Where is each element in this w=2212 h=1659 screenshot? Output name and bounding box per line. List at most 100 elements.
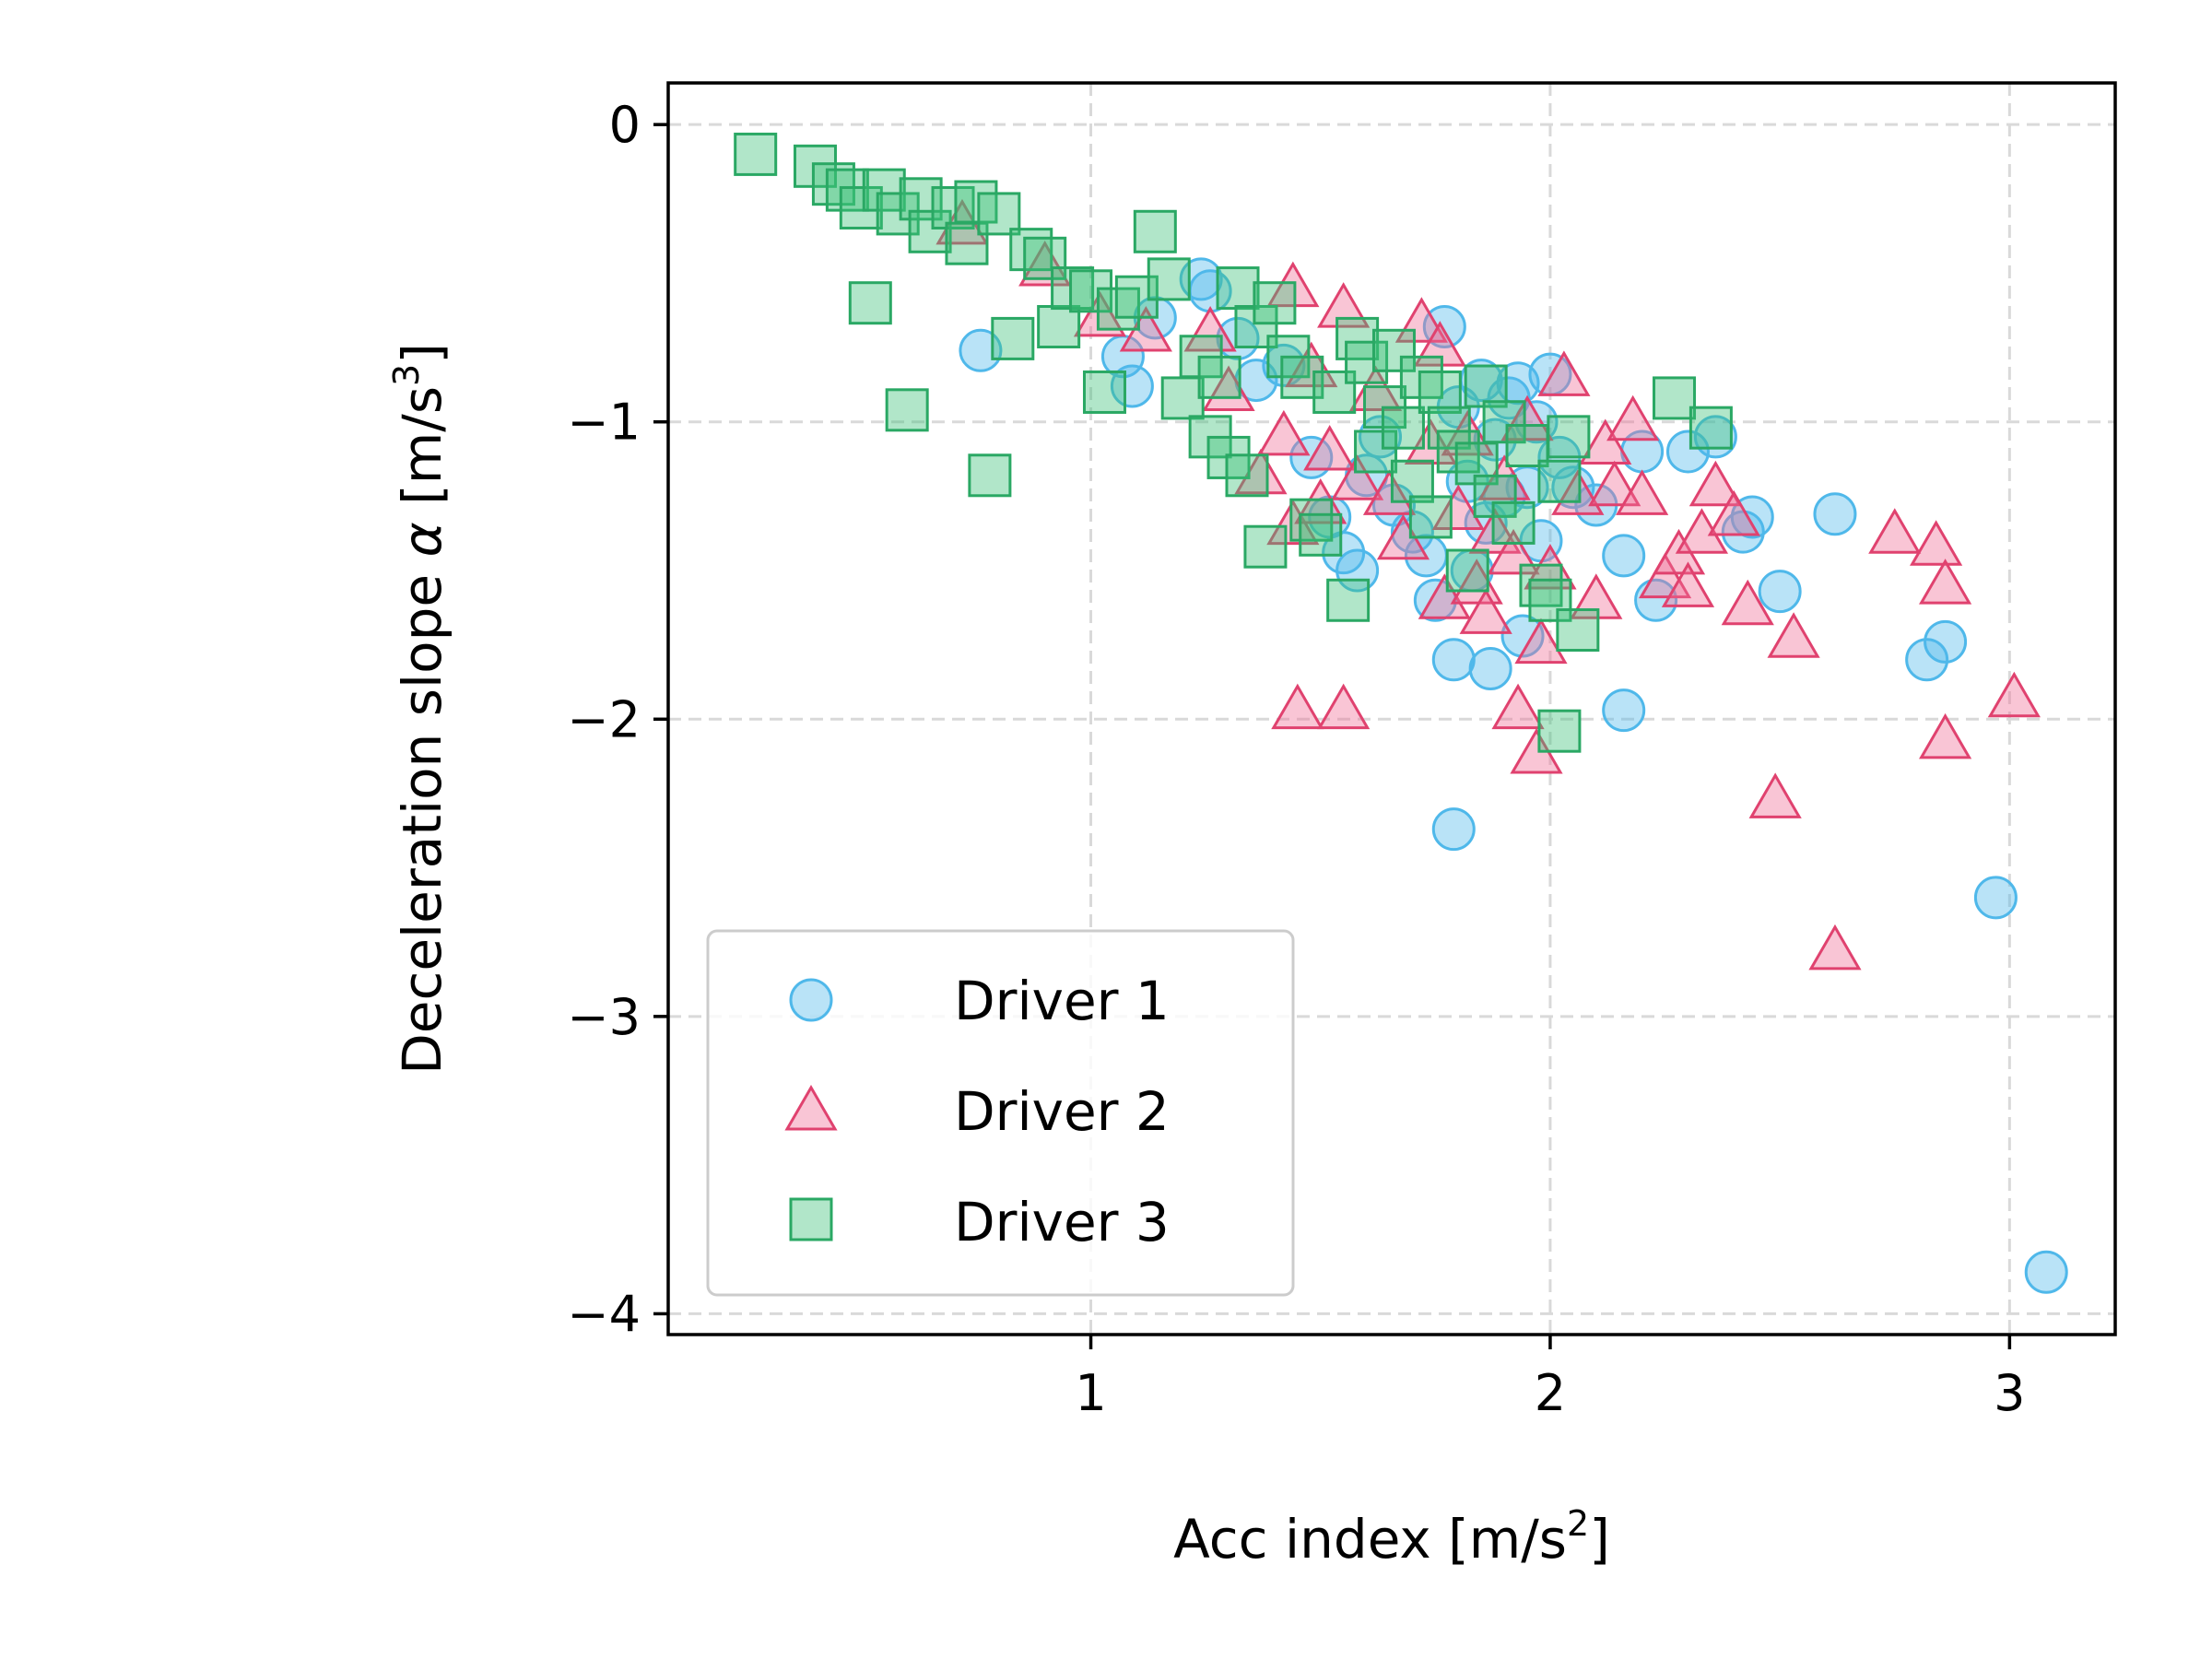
point-driver-3	[1381, 406, 1425, 450]
grid-lines	[668, 83, 2115, 1335]
point-driver-2	[1413, 321, 1466, 367]
point-driver-1	[1216, 316, 1260, 360]
point-driver-3	[1473, 474, 1517, 518]
point-driver-3	[1253, 281, 1297, 325]
point-driver-3	[1206, 435, 1251, 479]
point-driver-2	[1570, 573, 1623, 619]
point-driver-3	[1299, 512, 1343, 557]
point-driver-3	[1528, 578, 1572, 622]
point-driver-3	[1537, 709, 1582, 753]
x-tick-label: 1	[1075, 1364, 1106, 1422]
point-driver-3	[1289, 498, 1334, 542]
point-driver-2	[1808, 924, 1862, 971]
point-driver-2	[1073, 290, 1127, 337]
y-tick-label: 0	[609, 96, 641, 154]
point-driver-3	[1051, 266, 1095, 311]
point-driver-1	[1431, 638, 1476, 682]
point-driver-3	[1390, 459, 1434, 503]
point-driver-2	[1317, 683, 1371, 730]
point-driver-2	[1271, 683, 1324, 730]
point-driver-2	[1018, 240, 1072, 287]
point-driver-2	[1404, 418, 1457, 465]
point-driver-3	[991, 316, 1035, 360]
point-driver-1	[1468, 646, 1512, 690]
point-driver-2	[1317, 282, 1371, 328]
point-driver-3	[1312, 370, 1357, 414]
point-driver-1	[1924, 619, 1968, 664]
y-tick-label: −2	[567, 690, 641, 748]
point-driver-3	[968, 453, 1012, 498]
point-driver-3	[1197, 355, 1241, 399]
point-driver-1	[1905, 638, 1949, 682]
point-driver-3	[1464, 364, 1508, 408]
point-driver-3	[1556, 608, 1600, 653]
point-driver-3	[1009, 228, 1053, 272]
point-driver-3	[1335, 316, 1380, 360]
legend-marker-driver-2	[784, 1085, 838, 1131]
point-driver-3	[1096, 287, 1140, 331]
y-tick-label: −1	[567, 394, 641, 452]
point-driver-3	[1234, 305, 1278, 349]
point-driver-2	[1257, 409, 1311, 456]
legend-marker-driver-3	[789, 1197, 833, 1241]
point-driver-2	[1767, 612, 1820, 658]
legend-label-driver-1: Driver 1	[954, 970, 1170, 1032]
point-driver-3	[1408, 495, 1453, 539]
point-driver-2	[1303, 424, 1357, 471]
point-driver-2	[1431, 484, 1485, 530]
point-driver-3	[1519, 563, 1563, 607]
point-driver-3	[734, 132, 778, 176]
point-driver-3	[1225, 453, 1269, 498]
point-driver-3	[876, 192, 920, 236]
axis-ticks: 1 2 3 0 −1 −2 −3 −4	[567, 96, 2025, 1422]
point-driver-2	[1918, 559, 1972, 605]
point-driver-3	[1082, 370, 1126, 414]
point-driver-1	[1496, 361, 1540, 406]
point-driver-1	[1500, 614, 1545, 658]
x-tick-label: 2	[1535, 1364, 1566, 1422]
point-driver-3	[825, 168, 869, 212]
legend-label-driver-3: Driver 3	[954, 1191, 1170, 1253]
point-driver-2	[1910, 520, 1963, 566]
point-driver-3	[1445, 548, 1489, 593]
point-driver-1	[2024, 1250, 2068, 1294]
point-driver-2	[1331, 454, 1384, 500]
point-driver-3	[977, 192, 1021, 236]
point-driver-2	[1362, 469, 1417, 515]
point-driver-3	[1023, 236, 1067, 280]
point-driver-2	[1868, 508, 1922, 554]
point-driver-1	[1422, 305, 1466, 349]
point-driver-3	[839, 185, 883, 229]
point-driver-1	[1813, 492, 1857, 536]
point-driver-3	[885, 388, 929, 432]
point-driver-3	[1399, 355, 1443, 399]
point-driver-2	[1266, 261, 1320, 308]
point-driver-2	[1688, 460, 1742, 507]
point-driver-2	[1606, 394, 1660, 441]
point-driver-3	[1160, 376, 1205, 420]
point-driver-2	[1491, 683, 1545, 730]
point-driver-3	[862, 168, 906, 212]
point-driver-3	[1371, 328, 1416, 372]
point-driver-2	[1748, 772, 1802, 818]
point-driver-3	[1354, 429, 1398, 474]
legend-label-driver-2: Driver 2	[954, 1080, 1170, 1143]
point-driver-3	[848, 281, 892, 325]
point-driver-2	[1459, 588, 1512, 634]
point-driver-3	[1547, 415, 1591, 459]
point-driver-3	[1069, 269, 1113, 313]
point-driver-2	[1918, 712, 1972, 759]
point-driver-2	[1675, 508, 1729, 554]
point-driver-3	[1482, 400, 1526, 444]
x-axis-label: Acc index [m/s2]	[1173, 1503, 1610, 1571]
y-axis-label: Deceleration slope α [m/s3]	[386, 343, 453, 1075]
y-tick-label: −4	[567, 1285, 641, 1343]
point-driver-2	[1661, 561, 1715, 607]
point-driver-3	[1216, 266, 1260, 311]
point-driver-1	[1110, 364, 1154, 408]
point-driver-1	[1758, 570, 1802, 614]
point-driver-3	[954, 180, 998, 224]
point-driver-2	[1537, 350, 1591, 396]
point-driver-2	[1616, 469, 1669, 515]
